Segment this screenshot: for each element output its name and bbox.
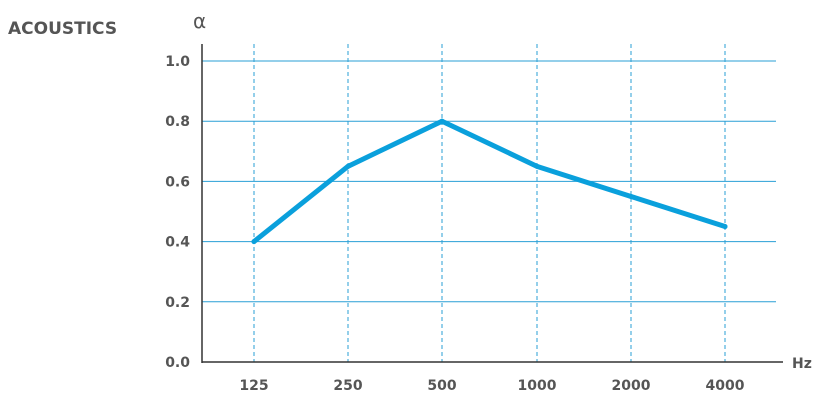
y-tick-label: 0.2 bbox=[165, 295, 190, 311]
y-tick-label: 0.4 bbox=[165, 235, 190, 251]
x-tick-label: 4000 bbox=[706, 378, 745, 394]
data-point bbox=[722, 224, 728, 230]
x-axis-unit-label: Hz bbox=[792, 356, 812, 372]
y-tick-label: 0.6 bbox=[165, 174, 190, 190]
y-axis-label: α bbox=[193, 9, 206, 33]
y-tick-label: 0.8 bbox=[165, 114, 190, 130]
tick-label-layer: 0.0 0.2 0.4 0.6 0.8 1.0 125 250 500 1000 2000 4000 bbox=[165, 54, 745, 394]
x-tick-label: 1000 bbox=[518, 378, 557, 394]
data-point bbox=[251, 239, 257, 245]
axis-layer bbox=[201, 44, 783, 363]
x-tick-label: 2000 bbox=[612, 378, 651, 394]
data-point bbox=[439, 118, 445, 124]
data-point bbox=[628, 193, 634, 199]
y-tick-label: 1.0 bbox=[165, 54, 190, 70]
x-tick-label: 125 bbox=[239, 378, 268, 394]
data-point bbox=[534, 163, 540, 169]
x-tick-label: 500 bbox=[427, 378, 456, 394]
grid-layer bbox=[202, 44, 776, 362]
series-layer bbox=[251, 118, 728, 245]
section-title: ACOUSTICS bbox=[8, 19, 117, 39]
y-tick-label: 0.0 bbox=[165, 355, 190, 371]
series-line bbox=[251, 118, 728, 245]
x-tick-label: 250 bbox=[333, 378, 362, 394]
data-point bbox=[345, 163, 351, 169]
